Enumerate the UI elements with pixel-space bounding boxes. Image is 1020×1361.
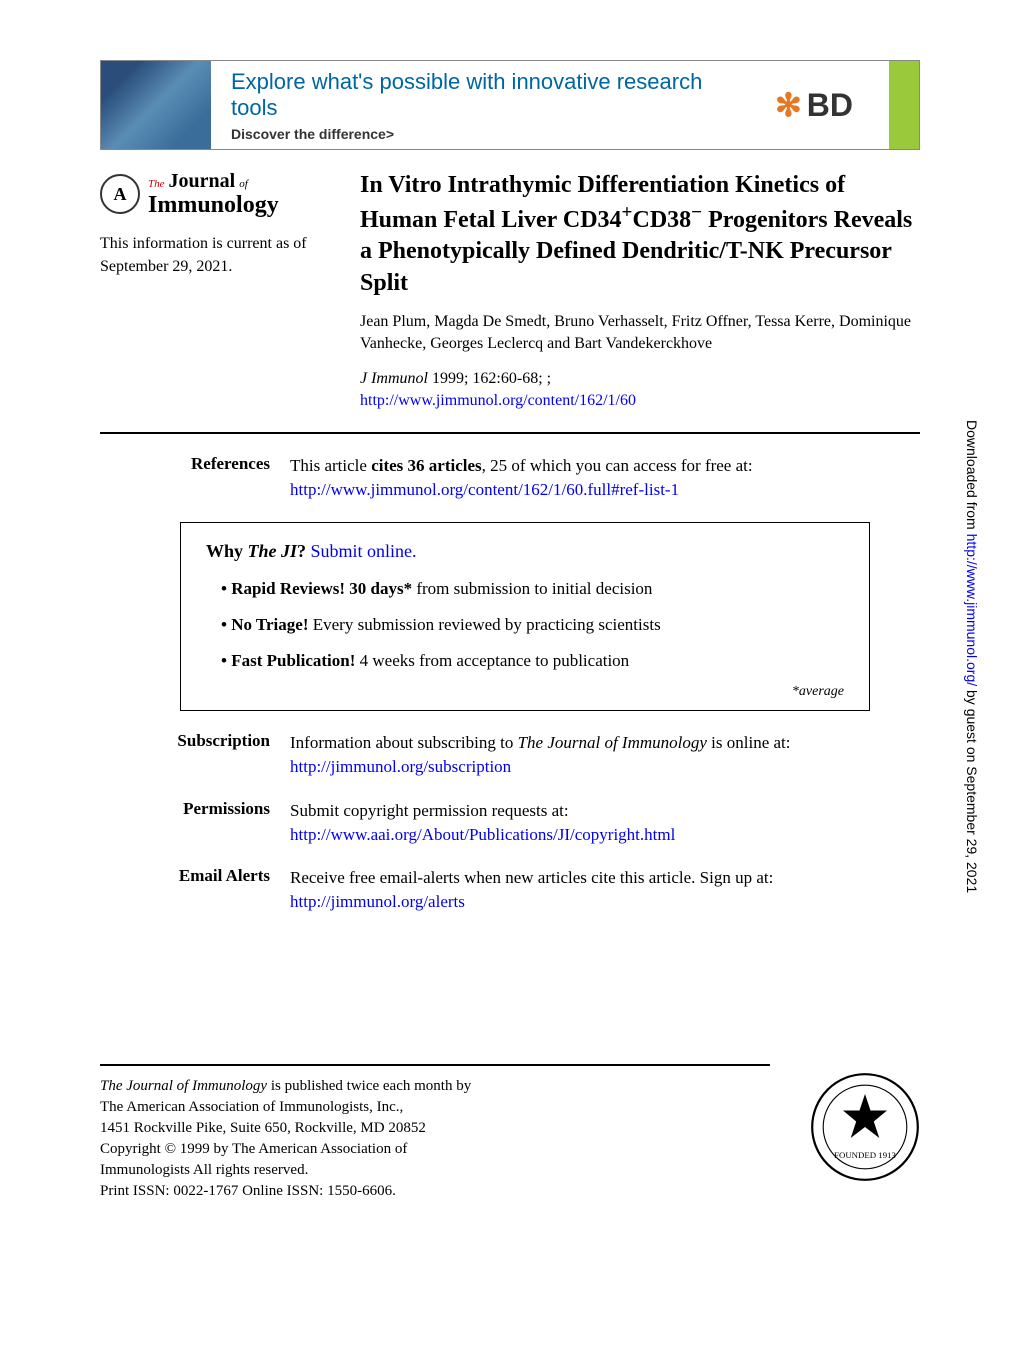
aai-seal-icon: FOUNDED 1913 (810, 1072, 920, 1182)
bd-flower-icon: ✻ (775, 86, 802, 124)
why-average-note: *average (206, 684, 844, 700)
citation-url-link[interactable]: http://www.jimmunol.org/content/162/1/60 (360, 392, 636, 409)
why-item-rapid: Rapid Reviews! 30 days* from submission … (221, 577, 844, 601)
divider-footer (100, 1064, 770, 1066)
why-title: Why The JI? Submit online. (206, 541, 844, 562)
ad-text-block: Explore what's possible with innovative … (211, 60, 739, 150)
permissions-row: Permissions Submit copyright permission … (140, 799, 920, 847)
ad-brand-logo: ✻ BD (739, 86, 889, 124)
subscription-label: Subscription (140, 731, 290, 779)
citation-journal: J Immunol (360, 370, 428, 387)
why-item-fast: Fast Publication! 4 weeks from acceptanc… (221, 649, 844, 673)
references-content: This article cites 36 articles, 25 of wh… (290, 454, 920, 502)
svg-text:FOUNDED 1913: FOUNDED 1913 (834, 1150, 896, 1160)
download-sidebar: Downloaded from http://www.jimmunol.org/… (964, 420, 980, 893)
references-label: References (140, 454, 290, 502)
permissions-link[interactable]: http://www.aai.org/About/Publications/JI… (290, 825, 675, 844)
logo-journal: Journal (169, 170, 236, 192)
current-info: This information is current as of Septem… (100, 233, 330, 278)
logo-of: of (239, 178, 248, 190)
references-link[interactable]: http://www.jimmunol.org/content/162/1/60… (290, 480, 679, 499)
ad-brand-text: BD (807, 87, 853, 124)
ad-headline: Explore what's possible with innovative … (231, 69, 719, 121)
email-alerts-label: Email Alerts (140, 866, 290, 914)
article-title: In Vitro Intrathymic Differentiation Kin… (360, 170, 920, 299)
ad-accent-strip (889, 60, 919, 150)
article-citation: J Immunol 1999; 162:60-68; ; http://www.… (360, 368, 920, 413)
article-authors: Jean Plum, Magda De Smedt, Bruno Verhass… (360, 311, 920, 356)
logo-the: The (148, 178, 165, 190)
why-item-triage: No Triage! Every submission reviewed by … (221, 613, 844, 637)
footer-text: The Journal of Immunology is published t… (100, 1076, 920, 1202)
logo-immunology: Immunology (148, 192, 279, 218)
divider-top (100, 432, 920, 434)
ad-image (101, 60, 211, 150)
email-alerts-link[interactable]: http://jimmunol.org/alerts (290, 892, 465, 911)
subscription-content: Information about subscribing to The Jou… (290, 731, 920, 779)
subscription-row: Subscription Information about subscribi… (140, 731, 920, 779)
ad-tagline: Discover the difference> (231, 126, 719, 142)
permissions-content: Submit copyright permission requests at:… (290, 799, 920, 847)
ad-banner[interactable]: Explore what's possible with innovative … (100, 60, 920, 150)
permissions-label: Permissions (140, 799, 290, 847)
journal-logo: A The Journal of Immunology (100, 170, 330, 218)
aai-badge-icon: A (100, 174, 140, 214)
email-alerts-content: Receive free email-alerts when new artic… (290, 866, 920, 914)
references-row: References This article cites 36 article… (140, 454, 920, 502)
sidebar-link[interactable]: http://www.jimmunol.org/ (964, 534, 980, 687)
subscription-link[interactable]: http://jimmunol.org/subscription (290, 757, 511, 776)
why-list: Rapid Reviews! 30 days* from submission … (206, 577, 844, 672)
submit-online-link[interactable]: Submit online. (311, 541, 417, 561)
why-ji-box: Why The JI? Submit online. Rapid Reviews… (180, 522, 870, 711)
citation-detail: 1999; 162:60-68; ; (428, 370, 551, 387)
email-alerts-row: Email Alerts Receive free email-alerts w… (140, 866, 920, 914)
